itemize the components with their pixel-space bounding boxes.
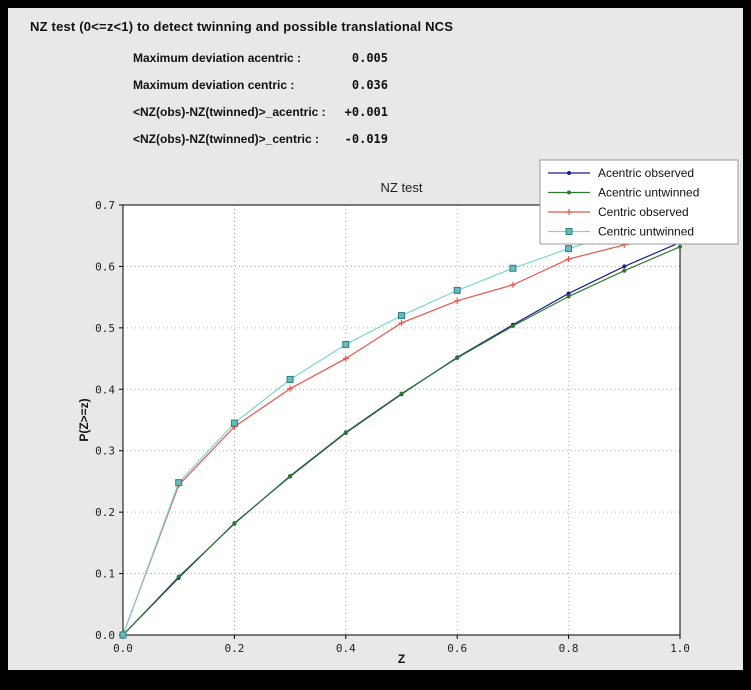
- stat-value-mean-diff-acentric: +0.001: [344, 105, 388, 119]
- legend-label-acentric-untwinned: Acentric untwinned: [598, 186, 699, 200]
- y-tick-label: 0.2: [95, 506, 115, 519]
- centric-observed-marker-plus: [454, 297, 461, 304]
- x-tick-label: 0.4: [336, 642, 356, 655]
- acentric-observed-marker-dot: [566, 291, 571, 296]
- centric-untwinned-marker-square: [119, 631, 127, 639]
- stat-label-mean-diff-centric: <NZ(obs)-NZ(twinned)>_centric :: [133, 132, 320, 146]
- centric-untwinned-marker-square: [342, 340, 350, 348]
- centric-untwinned-marker-square: [398, 312, 405, 320]
- y-tick-label: 0.5: [95, 322, 115, 335]
- legend-label-centric-observed: Centric observed: [598, 205, 689, 219]
- y-tick-label: 0.1: [95, 568, 115, 581]
- centric-untwinned-marker-square: [230, 419, 238, 427]
- stat-value-max-dev-centric: 0.036: [351, 78, 388, 92]
- acentric-untwinned-marker-dot: [343, 430, 348, 435]
- centric-untwinned-marker-square: [286, 375, 294, 383]
- x-tick-label: 1.0: [670, 642, 690, 655]
- stat-label-max-dev-centric: Maximum deviation centric :: [133, 78, 295, 92]
- tick-labels: 0.0 0.2 0.4 0.6 0.8 1.0 0.0 0.1 0.2 0.3 0.4 0.5 0.6 0…: [95, 199, 690, 655]
- acentric-untwinned-marker-dot: [232, 521, 237, 526]
- x-tick-label: 0.0: [113, 642, 133, 655]
- grid: [123, 205, 680, 635]
- y-tick-label: 0.7: [95, 199, 115, 212]
- legend: Acentric observed Acentric untwinned Centr…: [539, 159, 739, 245]
- acentric-untwinned-marker-dot: [566, 294, 571, 299]
- centric-untwinned-marker-square: [175, 479, 183, 487]
- legend-label-centric-untwinned: Centric untwinned: [598, 225, 694, 239]
- nz-test-chart: 0.0 0.2 0.4 0.6 0.8 1.0 0.0 0.1 0.2 0.3 0.4 0.5 0.6 0…: [77, 159, 739, 666]
- legend-label-acentric-observed: Acentric observed: [598, 166, 694, 180]
- stat-label-max-dev-acentric: Maximum deviation acentric :: [133, 51, 302, 65]
- y-tick-label: 0.4: [95, 383, 115, 396]
- centric-observed-marker-plus: [342, 355, 349, 362]
- x-tick-label: 0.2: [224, 642, 244, 655]
- legend-box: [539, 159, 739, 245]
- centric-observed-marker-plus: [398, 319, 405, 326]
- stat-value-mean-diff-centric: -0.019: [344, 132, 388, 146]
- plot-panel: NZ test (0<=z<1) to detect twinning and …: [8, 8, 743, 670]
- centric-observed-marker-plus: [509, 281, 516, 288]
- centric-observed-marker-plus: [287, 385, 294, 392]
- centric-untwinned-marker-square: [565, 245, 573, 253]
- x-tick-label: 0.8: [559, 642, 579, 655]
- acentric-untwinned-marker-dot: [455, 355, 460, 360]
- acentric-untwinned-marker-dot: [567, 190, 571, 195]
- page-title: NZ test (0<=z<1) to detect twinning and …: [30, 19, 454, 34]
- stat-label-mean-diff-acentric: <NZ(obs)-NZ(twinned)>_acentric :: [133, 105, 326, 119]
- y-tick-label: 0.6: [95, 260, 115, 273]
- x-tick-label: 0.6: [447, 642, 467, 655]
- centric-untwinned-marker-square: [453, 286, 461, 294]
- stat-value-max-dev-acentric: 0.005: [351, 51, 388, 65]
- chart-title: NZ test: [381, 180, 423, 195]
- acentric-untwinned-marker-dot: [678, 244, 682, 249]
- centric-observed-marker-plus: [566, 209, 572, 215]
- acentric-untwinned-marker-dot: [622, 268, 627, 273]
- acentric-observed-marker-dot: [622, 264, 627, 269]
- acentric-observed-marker-dot: [567, 171, 571, 175]
- acentric-untwinned-marker-dot: [288, 473, 293, 478]
- centric-observed-marker-plus: [565, 256, 572, 263]
- acentric-untwinned-marker-dot: [399, 391, 404, 396]
- plot-frame: [122, 204, 681, 636]
- centric-untwinned-marker-square: [565, 228, 573, 235]
- x-axis-label: Z: [398, 652, 405, 666]
- y-tick-label: 0.3: [95, 445, 115, 458]
- series-markers-acentric-untwinned: [121, 244, 682, 637]
- y-axis-label: P(Z>=z): [77, 398, 91, 441]
- plot-area: [123, 205, 680, 635]
- y-tick-label: 0.0: [95, 629, 115, 642]
- acentric-untwinned-marker-dot: [510, 324, 515, 329]
- centric-untwinned-marker-square: [509, 264, 517, 272]
- acentric-untwinned-marker-dot: [176, 574, 181, 579]
